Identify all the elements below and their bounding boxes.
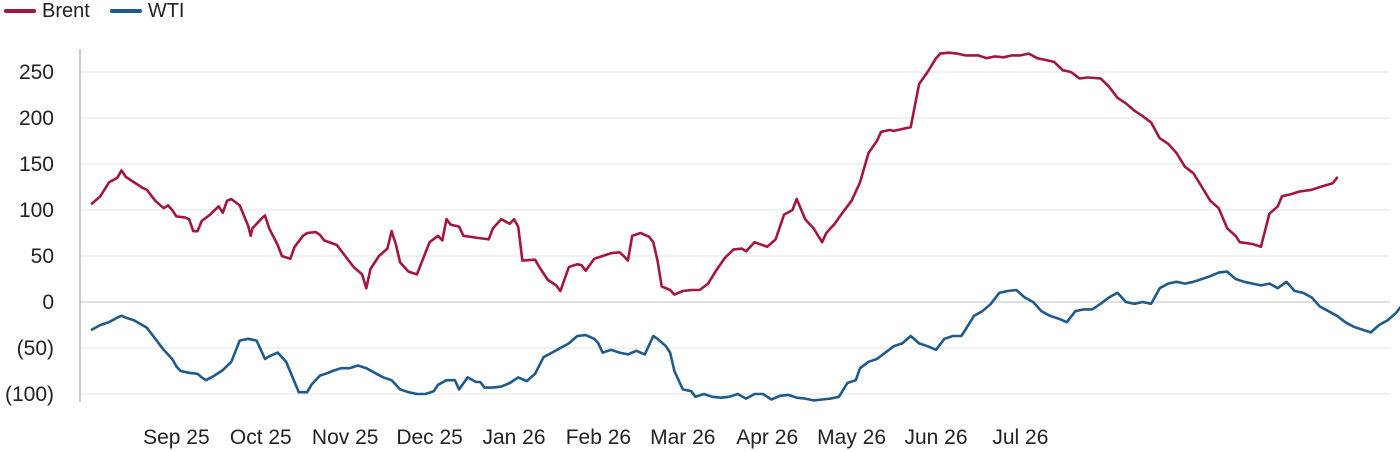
x-tick-label: Nov 25 xyxy=(312,426,379,449)
y-tick-label: 200 xyxy=(19,107,54,130)
series-line-brent xyxy=(90,51,1339,296)
y-tick-label: 100 xyxy=(19,199,54,222)
series-line-wti xyxy=(90,270,1400,402)
x-tick-label: May 26 xyxy=(817,426,886,449)
legend-item-brent: Brent xyxy=(4,0,90,23)
x-tick-label: Dec 25 xyxy=(396,426,463,449)
x-tick-label: Sep 25 xyxy=(143,426,210,449)
x-tick-label: Jun 26 xyxy=(904,426,967,449)
x-tick-label: Jan 26 xyxy=(482,426,545,449)
grid-lines xyxy=(80,71,1390,395)
y-tick-label: 250 xyxy=(19,61,54,84)
x-tick-label: Mar 26 xyxy=(650,426,715,449)
legend-swatch-wti xyxy=(109,9,142,13)
series-lines xyxy=(90,51,1400,402)
legend-label-brent: Brent xyxy=(42,0,90,22)
y-tick-label: (50) xyxy=(17,337,54,360)
x-tick-label: Feb 26 xyxy=(566,426,631,449)
x-tick-label: Oct 25 xyxy=(230,426,292,449)
y-axis: 250 200 150 100 50 0 (50) (100) xyxy=(5,49,81,406)
legend-swatch-brent xyxy=(4,9,36,13)
y-tick-label: 0 xyxy=(42,291,54,314)
y-tick-label: 50 xyxy=(31,245,54,268)
x-tick-label: Jul 26 xyxy=(992,426,1048,449)
x-tick-label: Apr 26 xyxy=(736,426,798,449)
chart-legend: Brent WTI xyxy=(4,0,204,22)
x-axis: Sep 25 Oct 25 Nov 25 Dec 25 Jan 26 Feb 26 Mar … xyxy=(143,426,1048,449)
y-tick-label: 150 xyxy=(19,153,54,176)
y-tick-label: (100) xyxy=(5,383,54,406)
legend-item-wti: WTI xyxy=(109,0,185,23)
legend-label-wti: WTI xyxy=(147,0,185,22)
